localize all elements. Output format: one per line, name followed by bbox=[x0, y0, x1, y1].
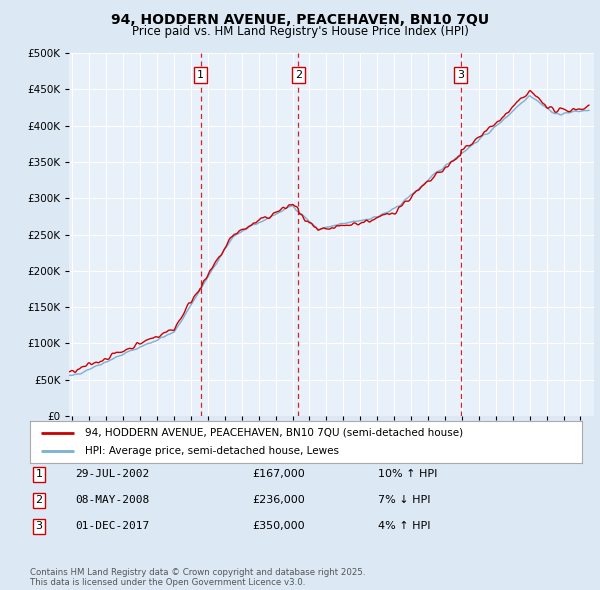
Text: 3: 3 bbox=[457, 70, 464, 80]
Text: 2: 2 bbox=[295, 70, 302, 80]
Text: 4% ↑ HPI: 4% ↑ HPI bbox=[378, 522, 431, 531]
Text: £236,000: £236,000 bbox=[252, 496, 305, 505]
Text: 94, HODDERN AVENUE, PEACEHAVEN, BN10 7QU (semi-detached house): 94, HODDERN AVENUE, PEACEHAVEN, BN10 7QU… bbox=[85, 428, 463, 438]
Text: 29-JUL-2002: 29-JUL-2002 bbox=[75, 470, 149, 479]
Text: 10% ↑ HPI: 10% ↑ HPI bbox=[378, 470, 437, 479]
Text: £350,000: £350,000 bbox=[252, 522, 305, 531]
Text: 08-MAY-2008: 08-MAY-2008 bbox=[75, 496, 149, 505]
Text: 2: 2 bbox=[35, 496, 43, 505]
Text: Contains HM Land Registry data © Crown copyright and database right 2025.
This d: Contains HM Land Registry data © Crown c… bbox=[30, 568, 365, 587]
Text: HPI: Average price, semi-detached house, Lewes: HPI: Average price, semi-detached house,… bbox=[85, 446, 339, 456]
Text: Price paid vs. HM Land Registry's House Price Index (HPI): Price paid vs. HM Land Registry's House … bbox=[131, 25, 469, 38]
Text: 7% ↓ HPI: 7% ↓ HPI bbox=[378, 496, 431, 505]
Text: £167,000: £167,000 bbox=[252, 470, 305, 479]
Text: 94, HODDERN AVENUE, PEACEHAVEN, BN10 7QU: 94, HODDERN AVENUE, PEACEHAVEN, BN10 7QU bbox=[111, 13, 489, 27]
Text: 1: 1 bbox=[197, 70, 204, 80]
Text: 01-DEC-2017: 01-DEC-2017 bbox=[75, 522, 149, 531]
Text: 1: 1 bbox=[35, 470, 43, 479]
Text: 3: 3 bbox=[35, 522, 43, 531]
